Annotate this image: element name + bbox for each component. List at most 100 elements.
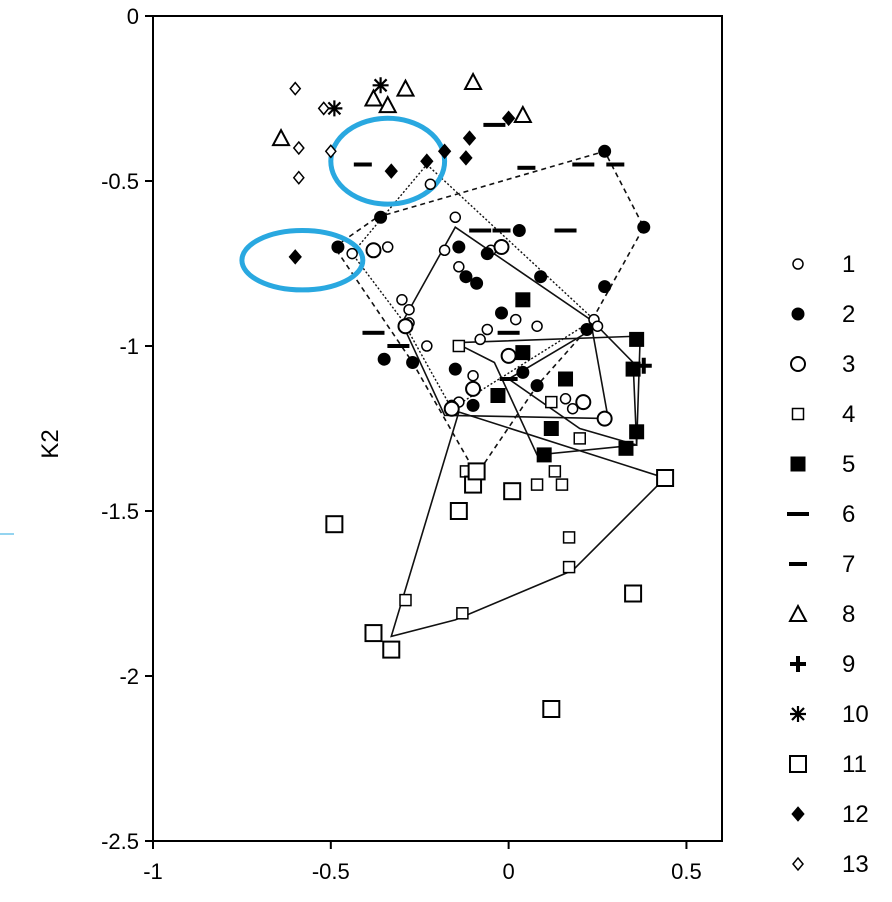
data-point-series-3 (397, 318, 414, 335)
x-tick-label: -1 (143, 859, 163, 884)
data-point-series-6 (554, 228, 577, 233)
data-point-series-3 (596, 410, 613, 427)
data-point-series-9 (635, 357, 652, 374)
data-point-series-11 (542, 700, 561, 718)
x-tick-label: -0.5 (312, 859, 350, 884)
legend-marker-8 (788, 603, 808, 622)
legend-label-2: 2 (842, 301, 855, 328)
data-point-series-11 (325, 515, 344, 534)
legend-label-1: 1 (842, 251, 855, 278)
data-point-series-12 (420, 153, 434, 169)
data-point-series-2 (459, 270, 473, 284)
legend-marker-12 (791, 806, 805, 822)
data-point-series-2 (480, 247, 494, 261)
data-point-series-1 (559, 393, 572, 405)
data-point-series-2 (512, 224, 526, 237)
data-point-series-1 (346, 247, 358, 260)
data-point-series-4 (452, 339, 466, 353)
data-point-series-8 (395, 78, 416, 97)
legend-marker-4 (791, 407, 805, 421)
data-point-series-10 (372, 77, 389, 94)
data-point-series-3 (465, 380, 482, 397)
legend-marker-2 (791, 307, 805, 321)
legend-label-10: 10 (842, 701, 869, 728)
highlight-ellipse (239, 228, 366, 293)
data-point-series-11 (364, 624, 383, 643)
data-point-series-2 (534, 270, 548, 284)
data-point-series-2 (331, 240, 345, 254)
legend-marker-3 (790, 356, 806, 372)
highlight-ellipse (328, 115, 448, 207)
data-point-series-1 (396, 294, 408, 306)
data-point-series-5 (490, 388, 506, 403)
hull-solid (507, 325, 638, 447)
highlight-ellipses (239, 115, 448, 293)
data-point-series-10 (326, 100, 343, 117)
data-point-series-1 (424, 178, 437, 191)
data-point-series-12 (462, 130, 477, 146)
data-point-series-6 (497, 330, 520, 335)
data-point-series-11 (449, 502, 468, 520)
data-point-series-1 (403, 303, 415, 316)
data-point-series-8 (363, 88, 384, 107)
plot-frame (152, 15, 723, 842)
data-point-series-2 (406, 356, 420, 369)
legend-label-11: 11 (842, 751, 867, 778)
data-point-series-2 (377, 352, 391, 366)
hull-dashed (333, 150, 645, 477)
data-point-series-13 (292, 170, 305, 185)
data-point-series-3 (365, 242, 382, 259)
data-point-series-3 (575, 394, 592, 411)
data-point-series-11 (382, 640, 401, 659)
data-point-series-5 (558, 371, 574, 387)
legend-marker-11 (789, 755, 807, 773)
data-point-series-7 (353, 162, 372, 167)
legend-marker-1 (792, 258, 804, 270)
y-tick-label: -1 (119, 334, 139, 359)
data-point-series-1 (449, 211, 462, 224)
data-point-series-1 (453, 261, 465, 273)
data-point-series-12 (384, 163, 398, 179)
data-point-series-4 (562, 531, 576, 544)
legend-label-6: 6 (842, 501, 855, 528)
data-point-series-7 (499, 377, 518, 381)
data-point-series-4 (545, 395, 558, 409)
y-tick-label: -2 (119, 664, 139, 689)
data-point-series-1 (421, 340, 433, 352)
legend-label-7: 7 (842, 551, 855, 578)
data-point-series-5 (515, 345, 531, 361)
data-point-series-5 (543, 421, 559, 436)
data-point-series-4 (548, 465, 562, 478)
data-point-series-1 (467, 369, 479, 382)
data-point-series-11 (467, 462, 486, 481)
data-point-series-1 (438, 244, 451, 257)
data-point-series-2 (598, 144, 612, 158)
data-point-series-2 (452, 240, 466, 254)
legend-label-4: 4 (842, 401, 855, 428)
data-point-series-2 (495, 306, 509, 320)
data-point-series-3 (443, 400, 460, 417)
data-point-series-8 (463, 71, 483, 90)
data-point-series-1 (381, 241, 394, 253)
data-point-series-4 (530, 478, 544, 491)
data-point-series-12 (437, 143, 452, 160)
data-point-series-4 (456, 607, 469, 620)
data-point-series-4 (562, 560, 576, 574)
data-point-series-1 (591, 320, 604, 332)
data-point-series-2 (448, 362, 462, 376)
data-point-series-2 (470, 276, 484, 290)
legend-marker-7 (789, 562, 807, 566)
legend-marker-9 (790, 656, 806, 672)
hull-solid (454, 335, 642, 456)
data-point-series-8 (271, 127, 291, 147)
data-point-series-2 (466, 398, 480, 412)
y-tick-label: 0 (127, 4, 139, 29)
legend-label-9: 9 (842, 651, 855, 678)
legend-marker-13 (792, 856, 804, 872)
data-point-series-7 (517, 165, 536, 170)
legend-marker-5 (790, 456, 806, 472)
data-point-series-2 (374, 210, 388, 224)
data-point-series-6 (483, 122, 506, 127)
data-point-series-4 (399, 593, 412, 607)
